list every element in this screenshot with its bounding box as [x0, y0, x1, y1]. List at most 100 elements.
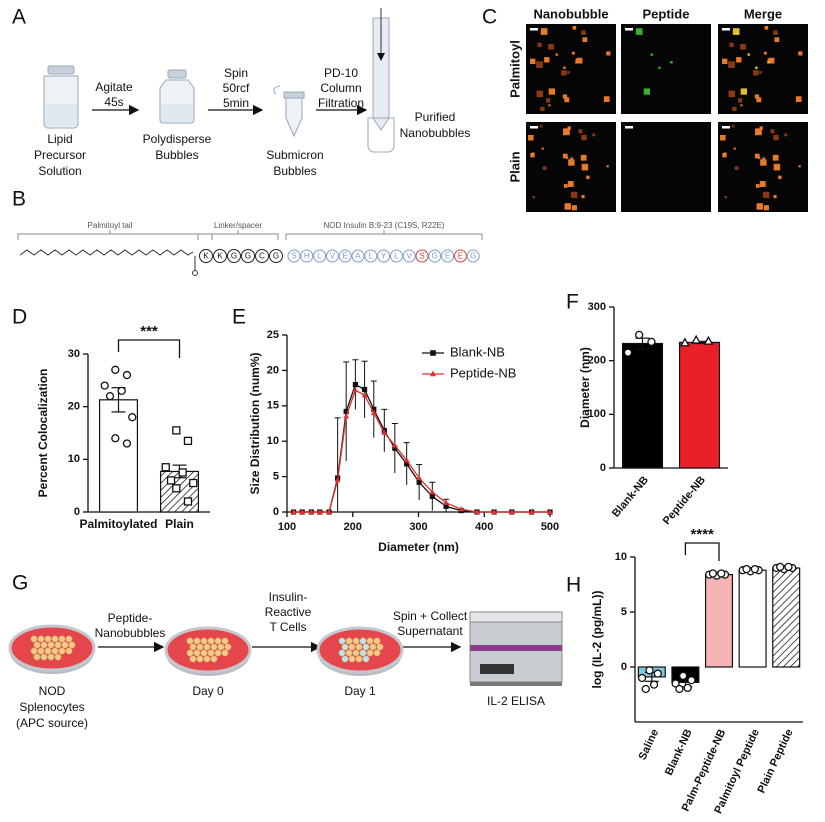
particle	[729, 42, 734, 48]
residue	[325, 249, 339, 263]
cell	[37, 635, 45, 643]
y-tick-label: 0	[600, 462, 606, 474]
y-axis-title: log (IL-2 (pg/mL))	[590, 591, 604, 689]
label-line: Solution	[38, 164, 81, 178]
data-point	[183, 436, 193, 446]
label-line: Insulin-	[269, 590, 308, 604]
cell	[54, 641, 62, 649]
tube-icon	[273, 85, 305, 138]
vial-icon	[43, 65, 79, 129]
cell	[30, 647, 38, 655]
cell	[362, 643, 370, 651]
data-point	[343, 413, 350, 419]
particle	[540, 125, 543, 128]
significance-label: ****	[691, 526, 715, 543]
particle	[563, 66, 566, 69]
cell	[65, 647, 73, 655]
cell	[362, 655, 370, 663]
particle	[555, 53, 558, 56]
label-line: (APC source)	[16, 716, 88, 730]
particle	[564, 203, 571, 210]
y-tick-label: 10	[267, 435, 279, 447]
particle	[747, 53, 750, 56]
particle	[763, 191, 770, 198]
legend-label: Peptide-NB	[450, 365, 516, 380]
cell	[37, 647, 45, 655]
label-line: Day 0	[192, 684, 224, 698]
cell	[33, 653, 41, 661]
cell	[217, 643, 225, 651]
particle	[643, 88, 651, 95]
cell	[68, 641, 76, 649]
particle	[724, 196, 727, 199]
data-point	[334, 477, 341, 483]
particle	[581, 195, 585, 199]
particle	[536, 90, 543, 98]
cell	[200, 649, 208, 657]
particle	[773, 163, 781, 171]
cell	[189, 655, 197, 663]
data-point	[675, 684, 684, 694]
particle	[773, 30, 778, 35]
particle	[562, 94, 568, 99]
particle	[536, 61, 543, 69]
particle	[581, 30, 586, 35]
particle	[540, 106, 545, 112]
particle	[606, 165, 609, 168]
significance-bracket	[117, 339, 181, 358]
scale-bar	[625, 28, 633, 31]
residue	[269, 249, 283, 263]
bar	[704, 573, 734, 668]
residue	[441, 249, 455, 263]
micrograph	[621, 122, 711, 212]
data-point	[172, 484, 181, 493]
significance-bracket	[684, 542, 720, 561]
micrograph	[718, 122, 808, 212]
cell	[65, 635, 73, 643]
data-point	[474, 508, 480, 515]
particle	[767, 61, 770, 64]
cell	[345, 637, 353, 645]
cell	[355, 655, 363, 663]
residue-letter: G	[231, 252, 237, 261]
data-point	[458, 506, 465, 512]
data-point	[352, 381, 358, 388]
particle	[567, 126, 571, 130]
particle	[736, 57, 742, 63]
label-line: Spin + Collect	[393, 609, 468, 623]
data-point	[708, 569, 718, 578]
particle	[546, 98, 551, 103]
particle	[732, 125, 735, 128]
data-point	[122, 439, 132, 448]
data-point	[678, 671, 688, 680]
particle	[773, 134, 779, 141]
data-point	[687, 676, 696, 685]
data-point	[317, 508, 323, 515]
particle	[763, 51, 767, 55]
residue-letter: G	[273, 252, 279, 261]
particle	[606, 51, 611, 56]
cell	[214, 637, 222, 645]
particle	[754, 94, 760, 99]
cell	[214, 649, 222, 657]
cell	[58, 647, 66, 655]
particle	[760, 159, 767, 166]
region-label: Linker/spacer	[214, 221, 262, 230]
particle	[728, 61, 735, 69]
particle	[728, 90, 735, 98]
label-line: 50rcf	[223, 81, 250, 95]
micrograph	[621, 24, 711, 114]
residue-letter: E	[343, 252, 348, 261]
particle	[732, 106, 737, 112]
residue-letter: S	[291, 252, 296, 261]
residue	[338, 249, 352, 263]
data-point	[717, 569, 726, 578]
x-tick-label: Palmitoylated	[79, 517, 157, 531]
x-tick-label: Plain	[165, 517, 194, 531]
particle	[759, 71, 762, 74]
particle	[774, 37, 780, 43]
particle	[571, 191, 578, 198]
residue	[389, 249, 403, 263]
data-point	[637, 673, 647, 683]
